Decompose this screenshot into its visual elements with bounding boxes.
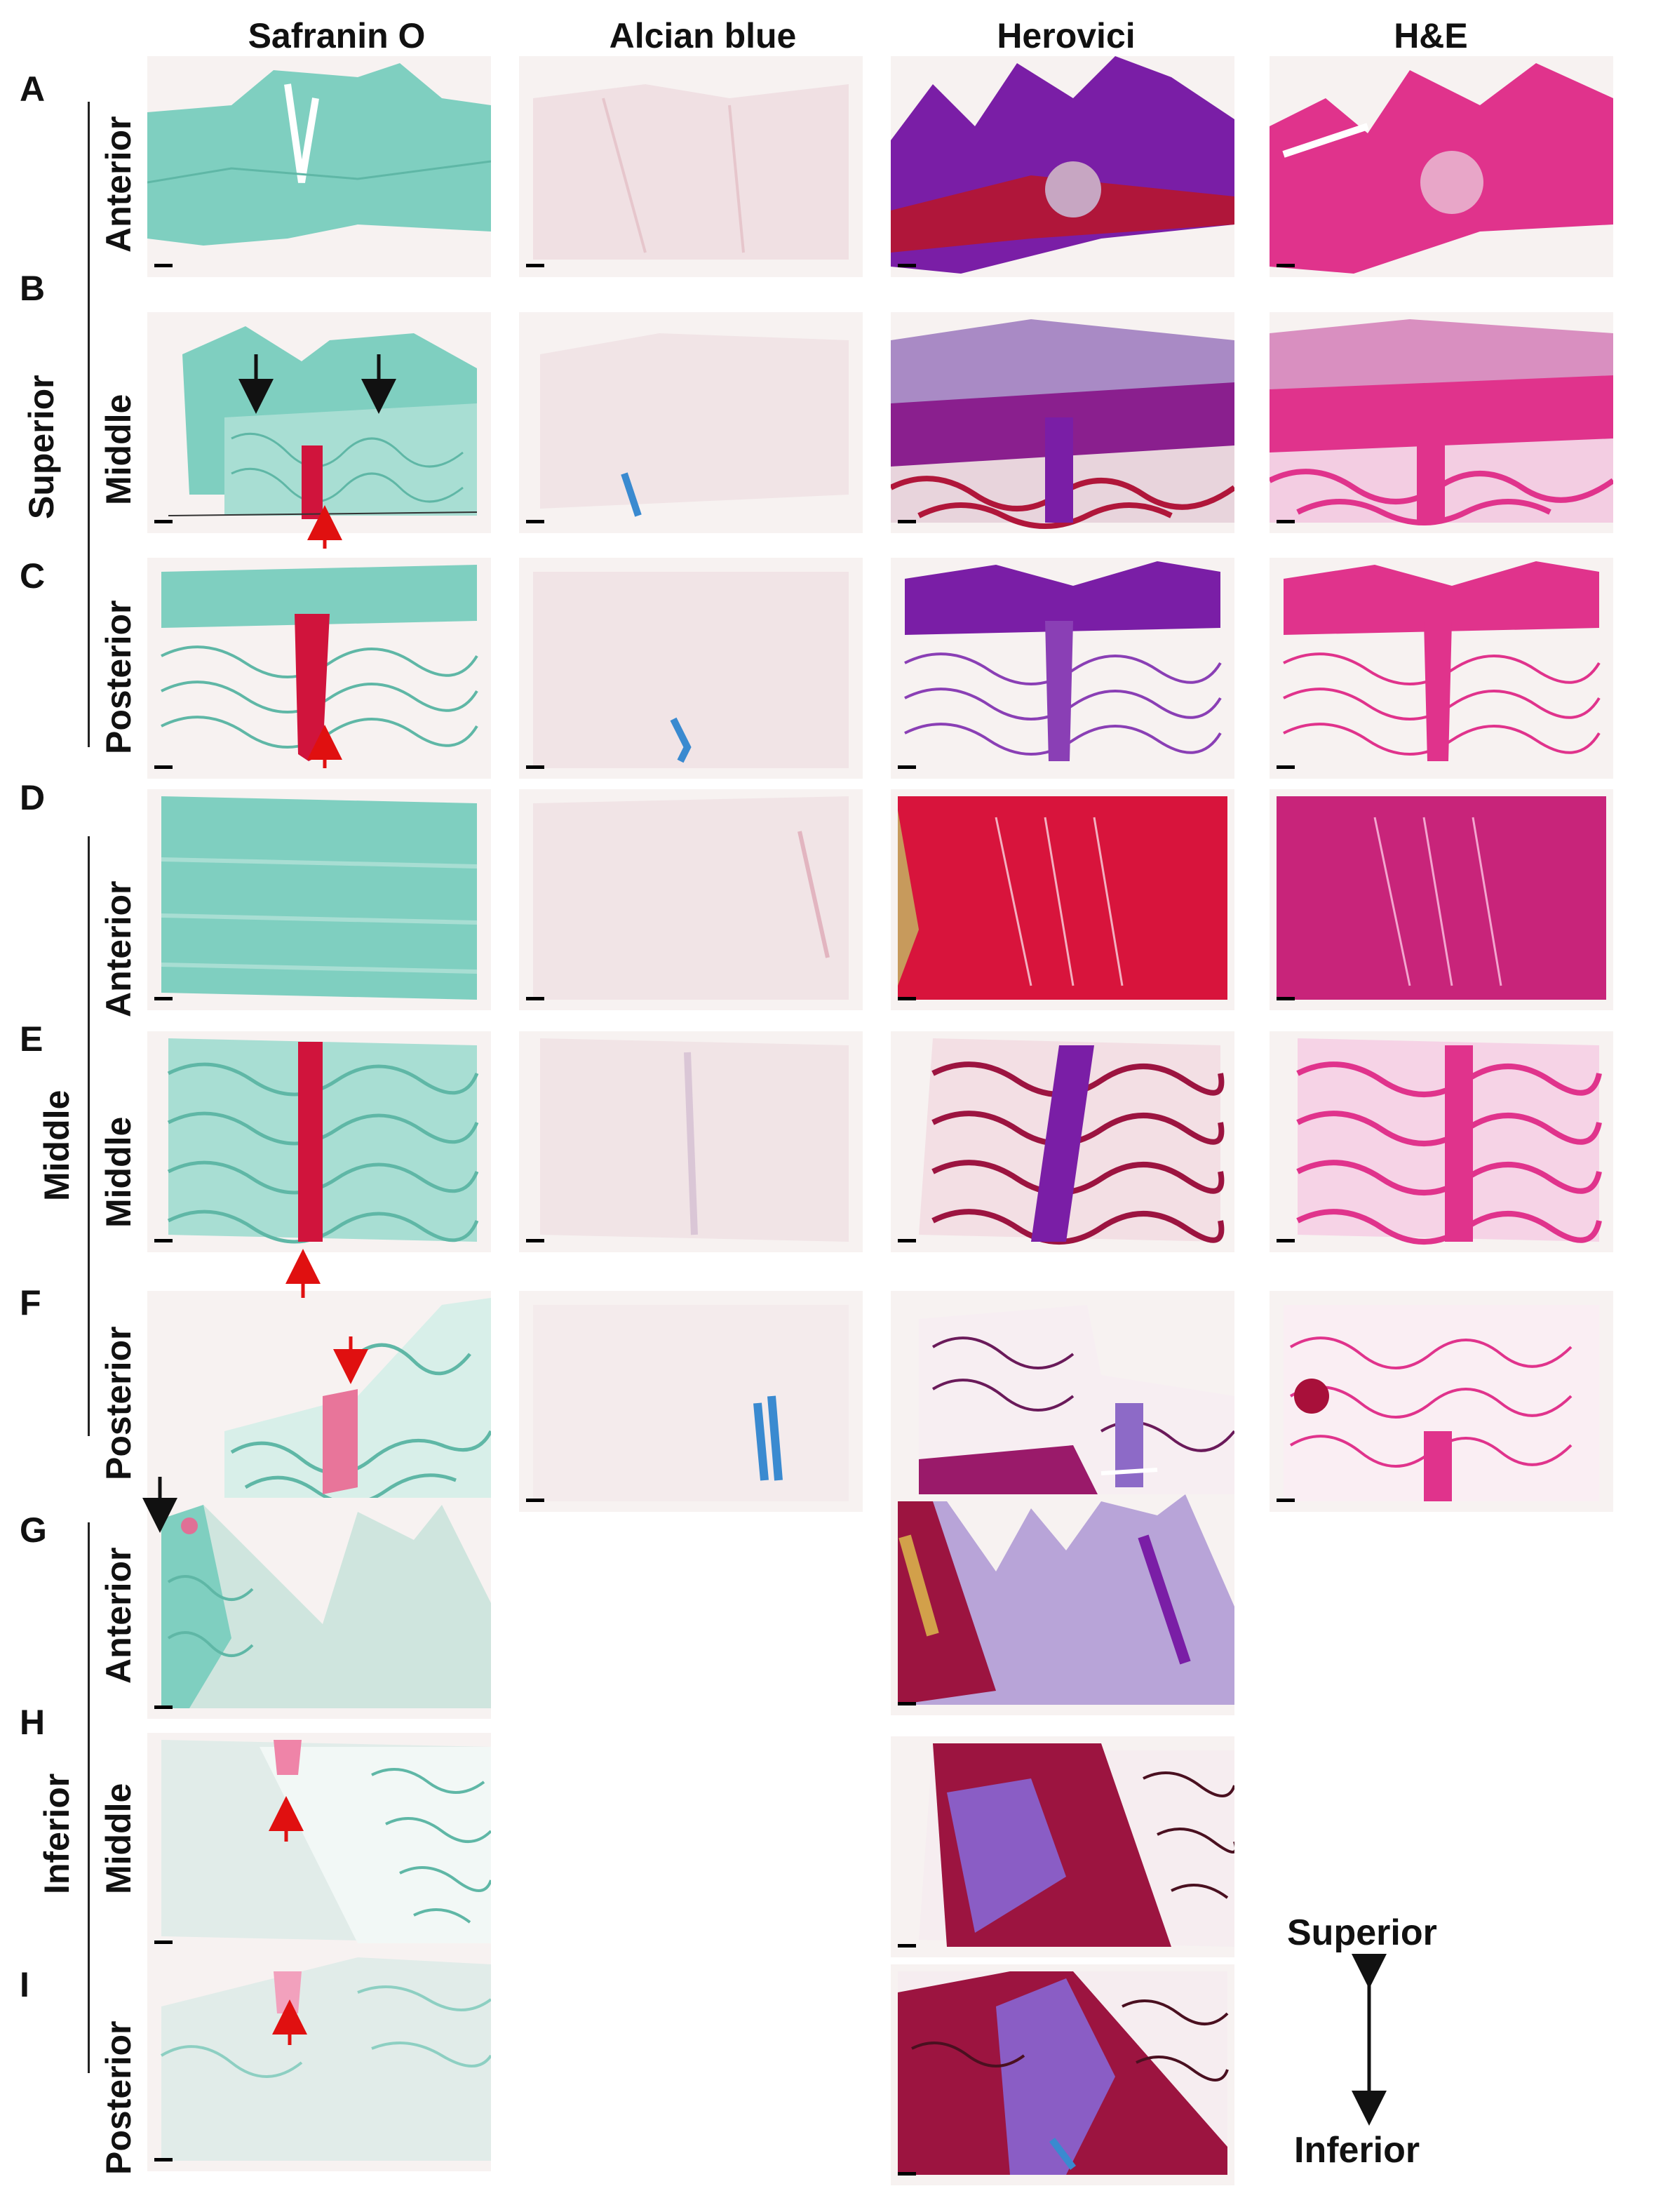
group-line-superior [88, 102, 90, 747]
scale-bar [1277, 264, 1295, 267]
column-header-he: H&E [1394, 16, 1468, 55]
panel-e-herovici [891, 1031, 1234, 1252]
panel-a-herovici [891, 56, 1234, 277]
scale-bar [154, 1705, 173, 1709]
scale-bar [526, 1499, 544, 1502]
row-letter-d: D [20, 778, 46, 817]
panel-g-herovici [891, 1494, 1234, 1715]
panel-c-he [1270, 558, 1613, 779]
panel-a-safranin [147, 56, 491, 277]
row-letter-g: G [20, 1510, 47, 1550]
scale-bar [526, 765, 544, 769]
panel-g-safranin [147, 1498, 491, 1719]
scale-bar [898, 1239, 916, 1242]
scale-bar [898, 264, 916, 267]
scale-bar [154, 997, 173, 1000]
scale-bar [154, 765, 173, 769]
scale-bar [898, 1944, 916, 1948]
panel-i-herovici [891, 1964, 1234, 2185]
panel-e-safranin [147, 1031, 491, 1252]
scale-bar [1277, 765, 1295, 769]
row-letter-f: F [20, 1283, 41, 1322]
panel-c-safranin [147, 558, 491, 779]
panel-b-he [1270, 312, 1613, 533]
group-line-inferior [88, 1522, 90, 2073]
row-letter-a: A [20, 69, 46, 109]
row-letter-c: C [20, 556, 46, 596]
panel-e-alcian [519, 1031, 863, 1252]
panel-i-safranin [147, 1950, 491, 2171]
scale-bar [154, 2158, 173, 2161]
row-letter-h: H [20, 1703, 46, 1742]
column-header-alcian-blue: Alcian blue [609, 16, 797, 55]
column-header-herovici: Herovici [997, 16, 1136, 55]
scale-bar [154, 264, 173, 267]
panel-e-he [1270, 1031, 1613, 1252]
scale-bar [154, 1239, 173, 1242]
scale-bar [898, 520, 916, 523]
panel-h-herovici [891, 1736, 1234, 1957]
scale-bar [154, 1940, 173, 1944]
panel-h-safranin [147, 1733, 491, 1954]
row-letter-b: B [20, 269, 46, 308]
orientation-label-superior: Superior [1287, 1912, 1437, 1953]
panel-d-herovici [891, 789, 1234, 1010]
scale-bar [898, 997, 916, 1000]
panel-f-safranin [147, 1291, 491, 1512]
scale-bar [526, 264, 544, 267]
scale-bar [526, 1239, 544, 1242]
panel-c-alcian [519, 558, 863, 779]
scale-bar [1277, 520, 1295, 523]
row-letter-e: E [20, 1019, 43, 1059]
panel-a-he [1270, 56, 1613, 277]
scale-bar [526, 997, 544, 1000]
scale-bar [526, 520, 544, 523]
column-header-safranin-o: Safranin O [248, 16, 426, 55]
scale-bar [1277, 1239, 1295, 1242]
panel-b-alcian [519, 312, 863, 533]
panel-f-herovici [891, 1291, 1234, 1512]
scale-bar [898, 765, 916, 769]
scale-bar [154, 520, 173, 523]
scale-bar [1277, 1499, 1295, 1502]
panel-d-safranin [147, 789, 491, 1010]
panel-a-alcian [519, 56, 863, 277]
panel-b-herovici [891, 312, 1234, 533]
scale-bar [1277, 997, 1295, 1000]
row-letter-i: I [20, 1965, 29, 2004]
scale-bar [898, 1702, 916, 1705]
panel-c-herovici [891, 558, 1234, 779]
panel-f-he [1270, 1291, 1613, 1512]
scale-bar [898, 2172, 916, 2176]
panel-d-alcian [519, 789, 863, 1010]
panel-d-he [1270, 789, 1613, 1010]
group-line-middle [88, 836, 90, 1436]
panel-f-alcian [519, 1291, 863, 1512]
orientation-label-inferior: Inferior [1294, 2130, 1420, 2171]
